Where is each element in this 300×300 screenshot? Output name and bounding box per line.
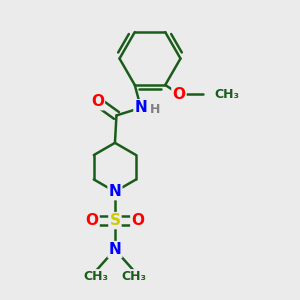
Text: CH₃: CH₃	[214, 88, 239, 100]
Text: S: S	[110, 213, 120, 228]
Text: O: O	[131, 213, 144, 228]
Text: N: N	[109, 242, 121, 257]
Text: H: H	[149, 103, 160, 116]
Text: O: O	[91, 94, 104, 109]
Text: N: N	[109, 184, 121, 199]
Text: CH₃: CH₃	[122, 270, 146, 283]
Text: CH₃: CH₃	[83, 270, 108, 283]
Text: O: O	[172, 87, 185, 102]
Text: N: N	[134, 100, 147, 115]
Text: O: O	[85, 213, 99, 228]
